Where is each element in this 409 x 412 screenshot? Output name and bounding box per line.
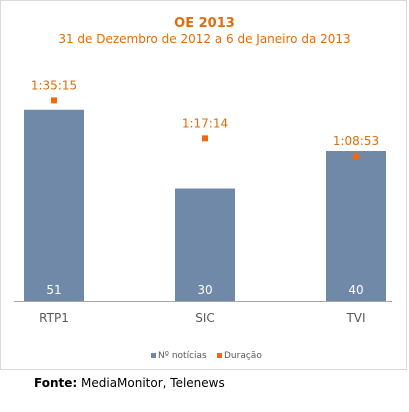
- duration-label-rtp1: 1:35:15: [31, 78, 77, 92]
- legend-marker-duracao: [217, 353, 222, 358]
- source-text: MediaMonitor, Telenews: [81, 376, 225, 390]
- bar-label-sic: 30: [197, 283, 212, 297]
- duration-label-tvi: 1:08:53: [333, 134, 379, 148]
- bar-chart: 51 RTP1 1:35:15 30 SIC 1:17:14 40 TVI 1:08:53 Nº …: [14, 78, 392, 361]
- source-note: Fonte: MediaMonitor, Telenews: [34, 376, 225, 390]
- legend-marker-noticias: [151, 353, 156, 358]
- chart-title: OE 2013: [174, 16, 235, 31]
- category-label-sic: SIC: [195, 311, 215, 325]
- category-label-tvi: TVI: [345, 311, 365, 325]
- duration-point-sic: [202, 135, 208, 142]
- duration-point-tvi: [353, 152, 359, 159]
- duration-point-rtp1: [51, 97, 57, 104]
- legend-label-duracao: Duração: [224, 351, 262, 361]
- source-label: Fonte:: [34, 376, 78, 390]
- bar-label-rtp1: 51: [46, 283, 61, 297]
- legend-label-noticias: Nº notícias: [158, 351, 207, 361]
- chart-subtitle: 31 de Dezembro de 2012 a 6 de Janeiro da…: [58, 32, 351, 46]
- bar-rtp1: [24, 109, 84, 301]
- bar-label-tvi: 40: [348, 283, 363, 297]
- duration-label-sic: 1:17:14: [182, 116, 228, 130]
- category-label-rtp1: RTP1: [39, 311, 69, 325]
- bar-tvi: [326, 151, 386, 301]
- bar-sic: [175, 188, 235, 301]
